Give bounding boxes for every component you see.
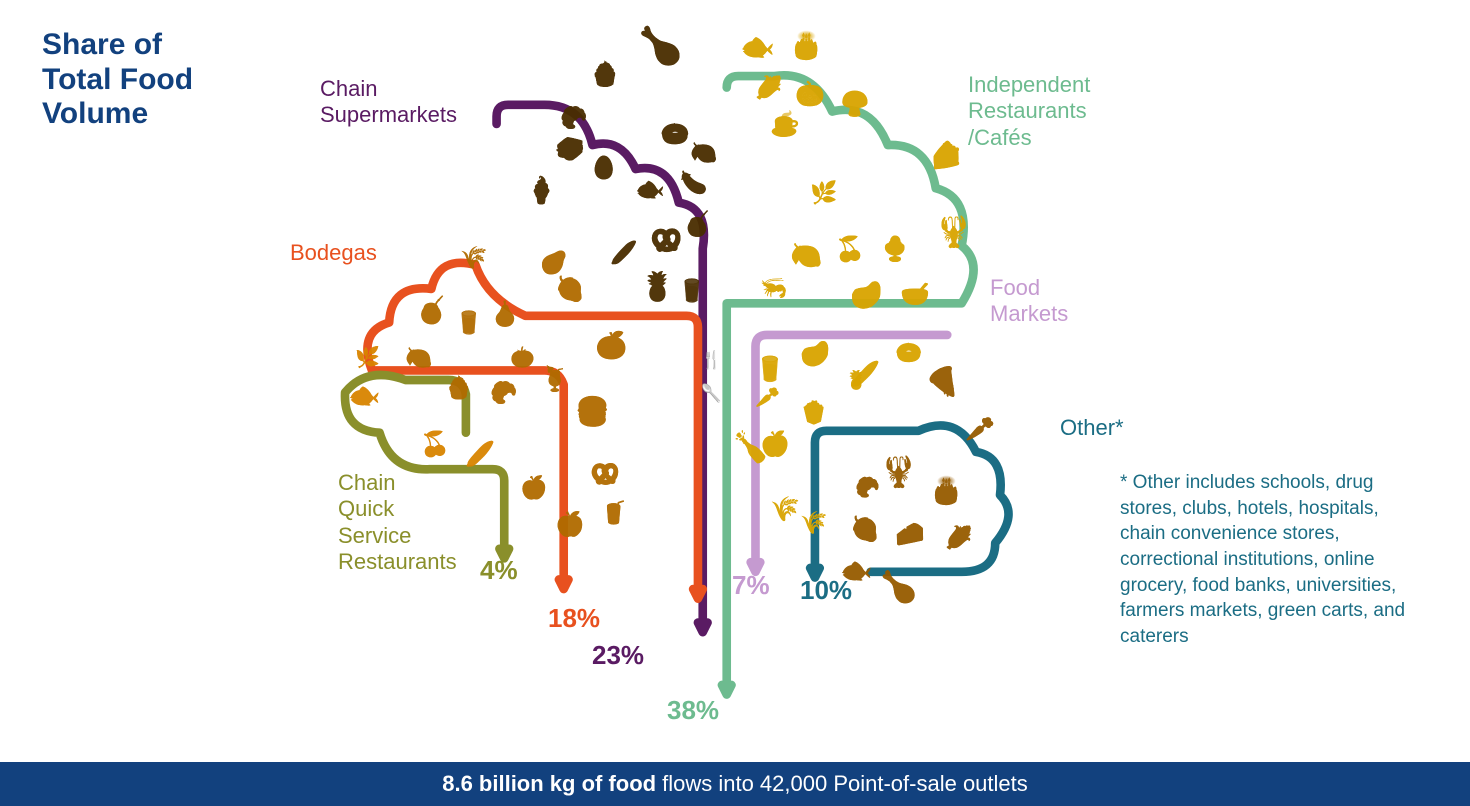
independent_restaurants-percent: 38% bbox=[667, 695, 719, 726]
spoon-icon: 🥄 bbox=[701, 382, 722, 403]
chain_qsr-label: ChainQuickServiceRestaurants bbox=[338, 470, 457, 576]
bodegas-percent: 18% bbox=[548, 603, 600, 634]
bodegas-label: Bodegas bbox=[290, 240, 377, 266]
food_markets-outline bbox=[751, 335, 948, 572]
bottom-bar: 8.6 billion kg of food flows into 42,000… bbox=[0, 762, 1470, 806]
title-line-2: Total Food bbox=[42, 63, 193, 96]
other-outline bbox=[810, 425, 1008, 577]
brain-diagram: 🍴🥄 bbox=[260, 30, 1040, 730]
title-line-3: Volume bbox=[42, 97, 148, 130]
title-line-1: Share of bbox=[42, 28, 162, 61]
bottom-bar-rest: flows into 42,000 Point-of-sale outlets bbox=[662, 771, 1028, 797]
utensils-icon: 🍴 bbox=[701, 350, 722, 371]
other-label: Other* bbox=[1060, 415, 1124, 441]
chain_supermarkets-percent: 23% bbox=[592, 640, 644, 671]
chain_qsr-percent: 4% bbox=[480, 555, 518, 586]
chain_supermarkets-label: ChainSupermarkets bbox=[320, 76, 457, 129]
independent_restaurants-label: IndependentRestaurants/Cafés bbox=[968, 72, 1090, 151]
other-footnote: * Other includes schools, drug stores, c… bbox=[1120, 470, 1420, 649]
bottom-bar-bold: 8.6 billion kg of food bbox=[442, 771, 656, 797]
food_markets-percent: 7% bbox=[732, 570, 770, 601]
page-title: Share of Total Food Volume bbox=[42, 28, 193, 132]
food_markets-label: FoodMarkets bbox=[990, 275, 1068, 328]
other-percent: 10% bbox=[800, 575, 852, 606]
